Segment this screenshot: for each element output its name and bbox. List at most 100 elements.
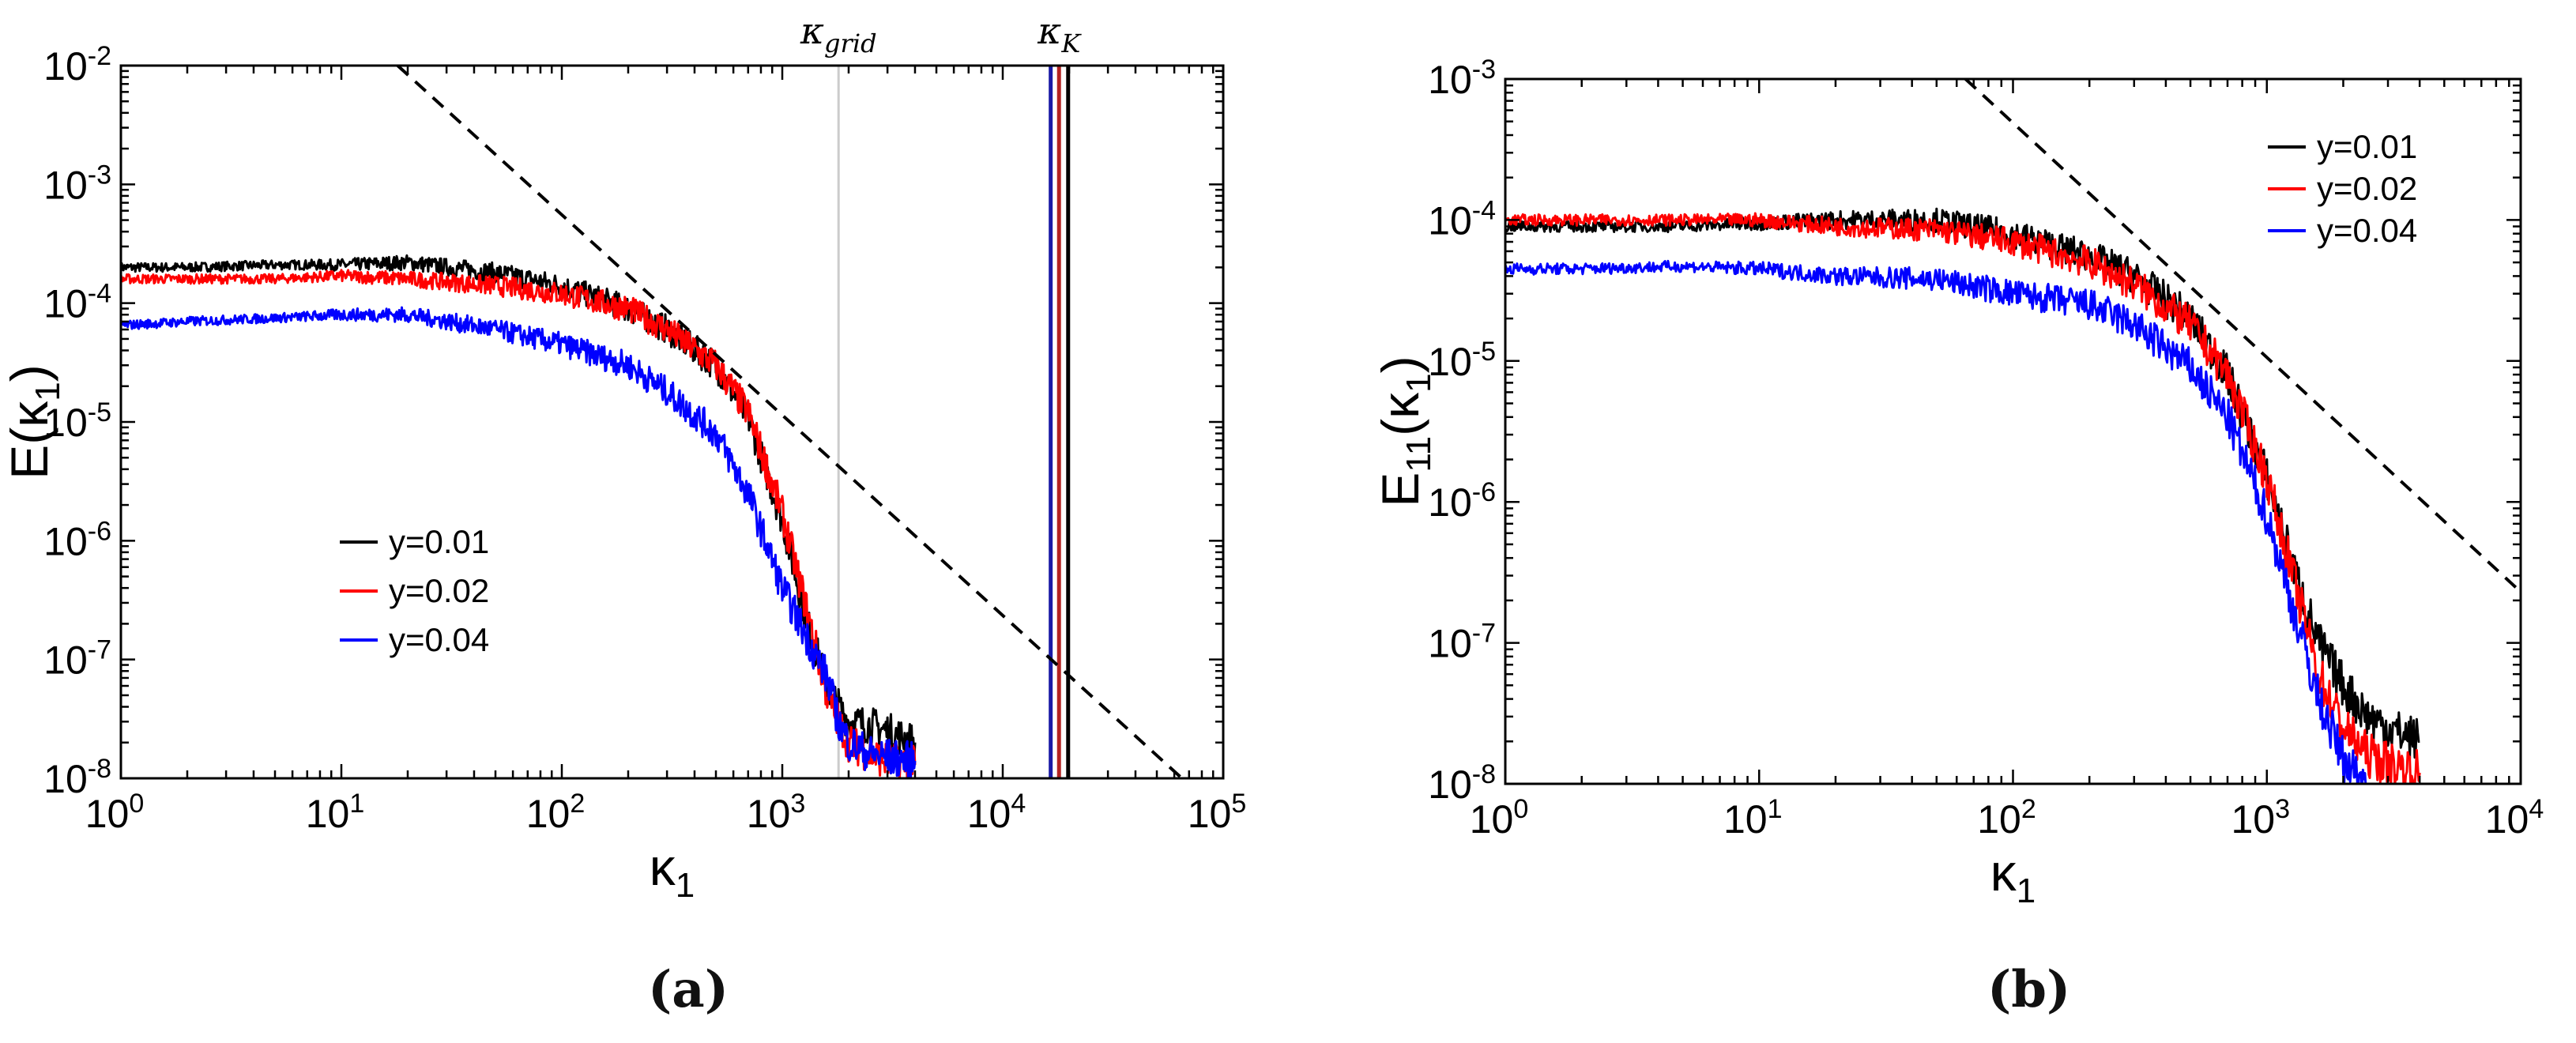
legend-label-b-0: y=0.01 xyxy=(2317,128,2417,165)
y-axis-label-a: E(κ1) xyxy=(0,364,67,479)
legend-label-a-2: y=0.04 xyxy=(389,621,489,658)
kappa-k-label: κK xyxy=(1037,9,1082,58)
y-axis-label-subscript-2: 1 xyxy=(1399,373,1438,392)
x-tick-label-a-5: 105 xyxy=(1188,789,1247,836)
x-tick-label-a-0: 100 xyxy=(85,789,145,836)
reference-slope-line-a xyxy=(396,66,1184,778)
x-tick-label-exponent: 4 xyxy=(1011,789,1026,819)
x-tick-label-exponent: 1 xyxy=(1768,794,1783,824)
x-tick-label-exponent: 1 xyxy=(349,789,364,819)
kappa-k-label-base: κ xyxy=(1037,9,1061,52)
legend-label-b-2: y=0.04 xyxy=(2317,212,2417,249)
x-tick-label-exponent: 3 xyxy=(2275,794,2290,824)
chart-b: 100 101 102 103 10410-810-710-610-510-410-3κ… xyxy=(1371,55,2544,910)
x-axis-label-a: κ1 xyxy=(650,838,695,905)
series-line-a-1 xyxy=(121,269,917,778)
x-tick-label-b-3: 103 xyxy=(2231,794,2290,842)
y-tick-label-mantissa: 10 xyxy=(1428,762,1472,807)
x-tick-label-mantissa: 10 xyxy=(1977,797,2021,842)
x-tick-label-mantissa: 10 xyxy=(747,792,791,836)
y-tick-label-exponent: -6 xyxy=(88,517,111,547)
series-line-b-2 xyxy=(1505,259,2368,784)
y-axis-label-subscript: 1 xyxy=(28,382,67,401)
x-tick-label-mantissa: 10 xyxy=(1188,792,1232,836)
y-tick-label-b-0: 10-8 xyxy=(1428,759,1496,807)
legend-label-a-1: y=0.02 xyxy=(389,572,489,609)
y-tick-label-mantissa: 10 xyxy=(43,282,88,326)
legend-label-a-0: y=0.01 xyxy=(389,523,489,560)
x-tick-label-a-1: 101 xyxy=(306,789,365,836)
x-tick-label-exponent: 0 xyxy=(1513,794,1528,824)
chart-a: 100 101 102 103 104 10510-810-710-610-510-410… xyxy=(0,9,1246,905)
x-tick-label-exponent: 5 xyxy=(1231,789,1246,819)
x-axis-label-base: κ xyxy=(1990,843,2017,902)
x-tick-label-mantissa: 10 xyxy=(1470,797,1514,842)
y-tick-label-mantissa: 10 xyxy=(43,757,88,801)
y-tick-label-exponent: -5 xyxy=(1472,337,1496,367)
y-tick-label-exponent: -2 xyxy=(88,41,111,71)
x-tick-label-exponent: 4 xyxy=(2529,794,2544,824)
y-tick-label-mantissa: 10 xyxy=(1428,480,1472,525)
x-axis-label-base: κ xyxy=(650,838,676,896)
x-axis-label-subscript: 1 xyxy=(676,866,695,905)
x-tick-label-b-4: 104 xyxy=(2485,794,2544,842)
y-tick-label-a-2: 10-6 xyxy=(43,517,111,564)
x-tick-label-mantissa: 10 xyxy=(306,792,350,836)
x-tick-label-b-1: 101 xyxy=(1723,794,1783,842)
panel-label-a: (a) xyxy=(648,960,729,1019)
panel-label-b-text: (b) xyxy=(1987,960,2071,1019)
y-tick-label-b-4: 10-4 xyxy=(1428,196,1496,243)
x-tick-label-mantissa: 10 xyxy=(1723,797,1768,842)
y-tick-label-exponent: -3 xyxy=(88,160,111,190)
y-tick-label-b-3: 10-5 xyxy=(1428,337,1496,384)
y-tick-label-a-6: 10-2 xyxy=(43,41,111,88)
x-axis-label-b: κ1 xyxy=(1990,843,2036,910)
x-tick-label-b-2: 102 xyxy=(1977,794,2036,842)
y-tick-label-exponent: -7 xyxy=(88,635,111,665)
x-tick-label-mantissa: 10 xyxy=(526,792,571,836)
series-line-a-2 xyxy=(121,306,917,778)
y-tick-label-a-4: 10-4 xyxy=(43,279,111,326)
series-line-b-1 xyxy=(1505,212,2421,784)
y-tick-label-b-2: 10-6 xyxy=(1428,478,1496,525)
y-tick-label-a-5: 10-3 xyxy=(43,160,111,208)
y-axis-label-subscript: 11 xyxy=(1399,436,1438,473)
x-tick-label-a-2: 102 xyxy=(526,789,586,836)
y-axis-label-mid: (κ xyxy=(1371,392,1429,436)
y-tick-label-mantissa: 10 xyxy=(1428,340,1472,384)
y-axis-label-base: E xyxy=(1371,473,1429,507)
y-tick-label-a-3: 10-5 xyxy=(43,397,111,445)
panel-label-a-text: (a) xyxy=(648,960,729,1019)
x-axis-label-subscript: 1 xyxy=(2017,872,2036,910)
kappa-grid-label-base: κ xyxy=(800,9,824,52)
x-tick-label-mantissa: 10 xyxy=(85,792,130,836)
x-tick-label-exponent: 0 xyxy=(129,789,144,819)
x-tick-label-mantissa: 10 xyxy=(967,792,1011,836)
y-tick-label-mantissa: 10 xyxy=(43,401,88,445)
x-tick-label-exponent: 3 xyxy=(790,789,805,819)
x-tick-label-b-0: 100 xyxy=(1470,794,1529,842)
y-tick-label-exponent: -6 xyxy=(1472,478,1496,508)
y-tick-label-mantissa: 10 xyxy=(1428,622,1472,666)
y-tick-label-mantissa: 10 xyxy=(43,163,88,207)
kappa-k-label-subscript: K xyxy=(1060,28,1082,58)
kappa-grid-label-subscript: grid xyxy=(824,28,877,58)
y-tick-label-exponent: -5 xyxy=(88,397,111,427)
y-axis-label-close: ) xyxy=(1371,356,1429,373)
y-axis-label-b: E11(κ1) xyxy=(1371,356,1438,506)
y-tick-label-mantissa: 10 xyxy=(43,44,88,88)
y-tick-label-mantissa: 10 xyxy=(1428,198,1472,243)
y-tick-label-exponent: -3 xyxy=(1472,55,1496,85)
y-tick-label-exponent: -8 xyxy=(88,754,111,784)
x-tick-label-a-3: 103 xyxy=(747,789,806,836)
y-tick-label-exponent: -8 xyxy=(1472,759,1496,789)
y-tick-label-mantissa: 10 xyxy=(43,638,88,683)
plot-area-b xyxy=(1505,79,2521,784)
kappa-grid-label: κgrid xyxy=(800,9,877,58)
x-tick-label-a-4: 104 xyxy=(967,789,1026,836)
y-tick-label-mantissa: 10 xyxy=(43,519,88,563)
y-tick-label-mantissa: 10 xyxy=(1428,58,1472,102)
x-tick-label-exponent: 2 xyxy=(570,789,585,819)
